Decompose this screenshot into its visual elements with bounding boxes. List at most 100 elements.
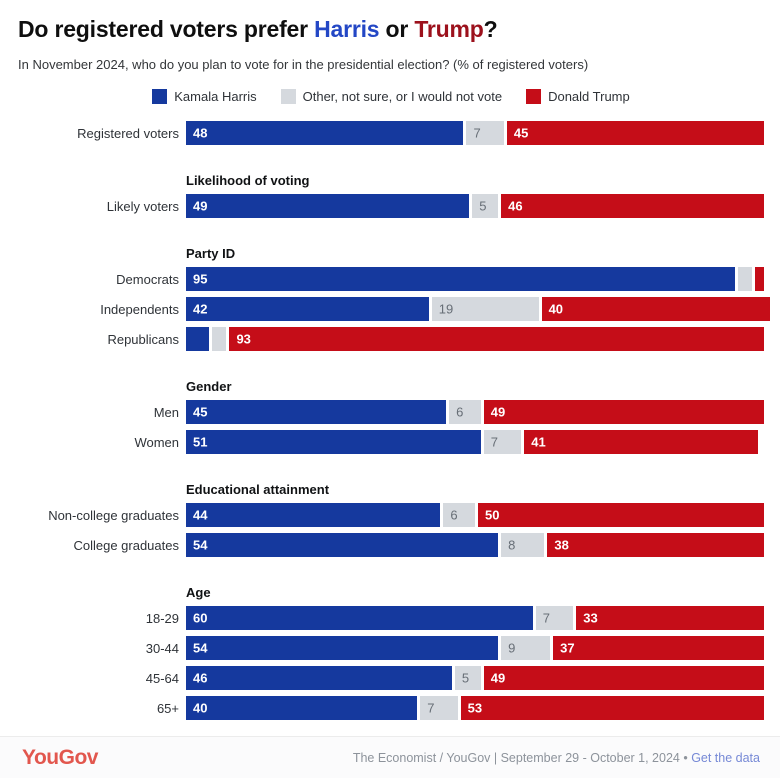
bar-track: 44 6 50 (186, 503, 764, 527)
bar-value-label: 33 (583, 610, 598, 626)
bar-track: 93 (186, 327, 764, 351)
bar-segment-other (735, 267, 753, 291)
bar-row: Democrats 95 (18, 267, 764, 291)
chart-group: Registered voters 48 7 45 (18, 121, 764, 145)
yougov-logo: YouGov (22, 745, 98, 769)
bar-row: Likely voters 49 5 46 (18, 194, 764, 218)
footer: YouGov The Economist / YouGov | Septembe… (0, 736, 780, 778)
bar-row: 18-29 60 7 33 (18, 606, 764, 630)
bar-segment-trump: 41 (521, 430, 759, 454)
bar-track: 54 8 38 (186, 533, 764, 557)
row-label: Likely voters (106, 198, 179, 214)
row-label: 45-64 (145, 670, 179, 686)
row-label: Republicans (107, 331, 179, 347)
bar-row: Men 45 6 49 (18, 400, 764, 424)
bar-segment-other (209, 327, 227, 351)
bar-segment-trump: 37 (550, 636, 764, 660)
bar-value-label: 50 (484, 507, 500, 523)
bar-track: 95 (186, 267, 764, 291)
bar-segment-harris: 46 (186, 666, 452, 690)
bar-value-label: 45 (193, 404, 208, 420)
bar-segment-other: 9 (498, 636, 551, 660)
source-text: The Economist / YouGov | September 29 - … (352, 750, 680, 765)
bar-value-label: 48 (193, 125, 208, 141)
bar-row: Non-college graduates 44 6 50 (18, 503, 764, 527)
chart: Registered voters 48 7 45 Likelihood of voti… (18, 121, 770, 720)
bar-segment-harris: 54 (186, 636, 499, 660)
bar-segment-trump (752, 267, 764, 291)
row-label: 30-44 (145, 640, 179, 656)
row-label: Men (153, 404, 179, 420)
bar-value-label: 5 (461, 670, 470, 686)
bar-value-label: 9 (508, 640, 516, 656)
bar-segment-trump: 53 (457, 696, 764, 720)
poll-chart-page: Do registered voters prefer Harris or Tr… (18, 16, 770, 720)
chart-group: Party ID Democrats 95 Independents 42 19 40 Rep… (18, 246, 770, 351)
bar-value-label: 6 (456, 404, 464, 420)
bar-row: Independents 42 19 40 (18, 297, 770, 321)
chart-group: Gender Men 45 6 49 Women 51 7 41 (18, 379, 764, 454)
bar-value-label: 40 (548, 301, 564, 317)
title-harris-accent: Harris (314, 16, 380, 42)
bar-segment-harris: 45 (186, 400, 447, 424)
bar-value-label: 8 (508, 537, 516, 553)
bar-value-label: 7 (427, 700, 435, 716)
bar-value-label: 44 (193, 507, 208, 523)
legend-label-other: Other, not sure, or I would not vote (302, 89, 503, 104)
bar-segment-harris: 54 (186, 533, 499, 557)
bar-row: Registered voters 48 7 45 (18, 121, 764, 145)
chart-group: Age 18-29 60 7 33 30-44 54 9 37 45-64 46 5 49 65+ 40 7 5… (18, 585, 764, 720)
bar-segment-harris: 60 (186, 606, 533, 630)
bar-segment-harris: 51 (186, 430, 481, 454)
row-label: College graduates (73, 537, 179, 553)
bar-segment-trump: 45 (503, 121, 764, 145)
bar-row: 65+ 40 7 53 (18, 696, 764, 720)
bar-row: College graduates 54 8 38 (18, 533, 764, 557)
bar-value-label: 49 (490, 670, 506, 686)
bar-segment-other: 7 (532, 606, 574, 630)
bar-track: 48 7 45 (186, 121, 764, 145)
other-swatch-icon (280, 89, 296, 104)
bar-segment-trump: 38 (544, 533, 764, 557)
bar-segment-other: 7 (480, 430, 522, 454)
bar-segment-trump: 46 (498, 194, 764, 218)
bar-segment-other: 19 (428, 297, 539, 321)
title-or: or (379, 16, 415, 42)
source-line: The Economist / YouGov | September 29 - … (353, 751, 760, 765)
bar-value-label: 51 (193, 434, 208, 450)
bar-value-label: 42 (193, 301, 208, 317)
get-the-data-link[interactable]: Get the data (691, 750, 760, 765)
bar-value-label: 60 (193, 610, 208, 626)
harris-swatch-icon (152, 89, 168, 104)
legend-item-harris: Kamala Harris (152, 89, 257, 104)
bar-segment-harris: 48 (186, 121, 464, 145)
bar-value-label: 41 (531, 434, 546, 450)
bar-segment-other: 6 (440, 503, 475, 527)
trump-swatch-icon (526, 89, 542, 104)
bar-segment-harris: 44 (186, 503, 441, 527)
page-title: Do registered voters prefer Harris or Tr… (18, 16, 764, 43)
row-label: Women (134, 434, 179, 450)
row-label: 18-29 (145, 610, 179, 626)
legend-item-trump: Donald Trump (526, 89, 630, 104)
bar-value-label: 38 (554, 537, 569, 553)
bar-track: 46 5 49 (186, 666, 764, 690)
bar-value-label: 49 (490, 404, 506, 420)
bar-value-label: 40 (193, 700, 208, 716)
bar-segment-other: 8 (498, 533, 545, 557)
group-header: Gender (186, 379, 232, 394)
bar-segment-other: 7 (417, 696, 458, 720)
bar-value-label: 6 (450, 507, 458, 523)
bar-value-label: 7 (473, 125, 481, 141)
bar-segment-other: 5 (469, 194, 499, 218)
bar-segment-trump: 49 (480, 400, 764, 424)
bar-row: 45-64 46 5 49 (18, 666, 764, 690)
row-label: Democrats (116, 271, 179, 287)
title-question-mark: ? (483, 16, 498, 42)
bar-track: 60 7 33 (186, 606, 764, 630)
bar-value-label: 46 (193, 670, 208, 686)
bar-value-label: 53 (467, 700, 483, 716)
bar-track: 42 19 40 (186, 297, 770, 321)
bar-value-label: 54 (193, 537, 208, 553)
bar-track: 45 6 49 (186, 400, 764, 424)
